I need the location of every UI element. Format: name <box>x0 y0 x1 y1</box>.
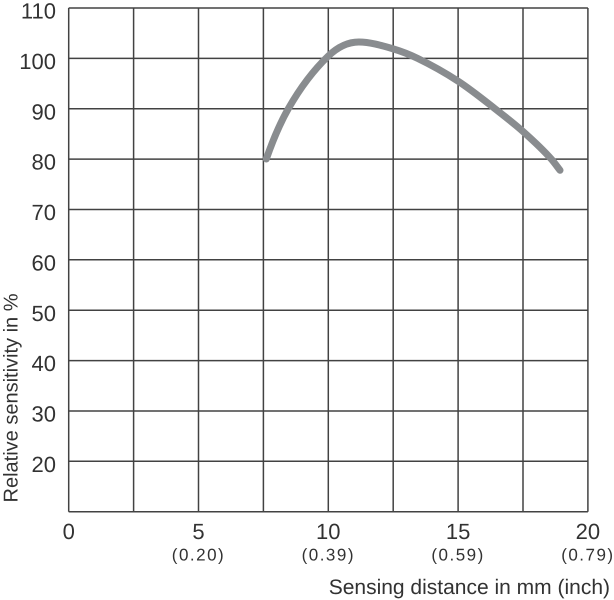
svg-text:10: 10 <box>316 519 340 544</box>
svg-text:20: 20 <box>32 452 56 477</box>
svg-text:(0.39): (0.39) <box>302 545 355 564</box>
svg-text:20: 20 <box>576 519 600 544</box>
svg-text:(0.59): (0.59) <box>431 545 484 564</box>
svg-text:80: 80 <box>32 150 56 175</box>
svg-text:50: 50 <box>32 301 56 326</box>
svg-text:100: 100 <box>19 49 56 74</box>
svg-text:0: 0 <box>63 519 75 544</box>
svg-text:70: 70 <box>32 200 56 225</box>
svg-text:Relative sensitivity in %: Relative sensitivity in % <box>1 293 23 502</box>
svg-text:15: 15 <box>446 519 470 544</box>
svg-text:110: 110 <box>21 0 56 24</box>
svg-text:60: 60 <box>32 250 56 275</box>
svg-text:5: 5 <box>192 519 204 544</box>
svg-text:40: 40 <box>32 351 56 376</box>
svg-text:Sensing distance in mm (inch): Sensing distance in mm (inch) <box>329 576 610 599</box>
svg-text:(0.79): (0.79) <box>561 545 614 564</box>
svg-text:(0.20): (0.20) <box>172 545 225 564</box>
svg-text:30: 30 <box>32 402 56 427</box>
svg-text:90: 90 <box>32 99 56 124</box>
